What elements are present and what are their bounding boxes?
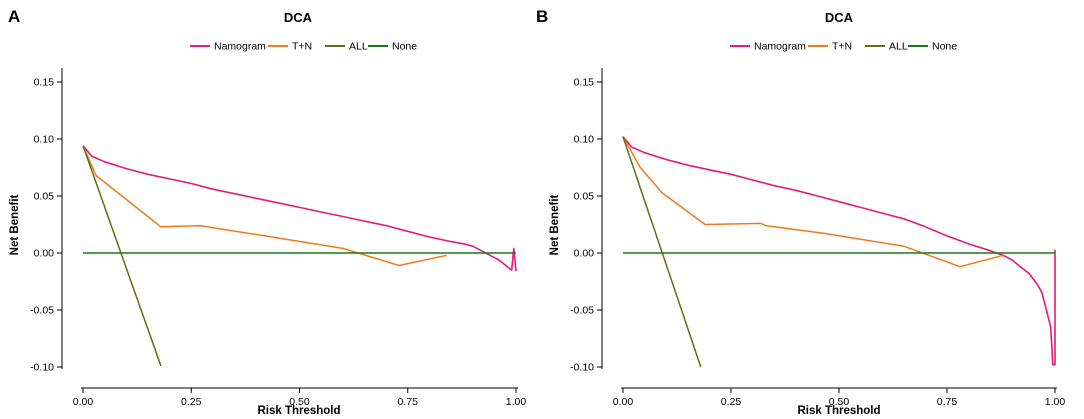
series-line-namogram bbox=[82, 145, 517, 272]
chart-title: DCA bbox=[825, 10, 854, 25]
y-tick-label: 0.05 bbox=[34, 191, 55, 203]
legend-label: T+N bbox=[832, 41, 852, 53]
legend-label: T+N bbox=[292, 41, 312, 53]
x-tick-label: 0.75 bbox=[937, 396, 958, 408]
legend-label: None bbox=[392, 41, 417, 53]
y-tick-label: 0.00 bbox=[34, 248, 55, 260]
plot-area bbox=[82, 145, 517, 367]
x-axis-label: Risk Threshold bbox=[257, 405, 340, 417]
y-tick-label: -0.05 bbox=[570, 305, 594, 317]
x-tick-label: 0.50 bbox=[829, 396, 850, 408]
y-tick-label: 0.05 bbox=[574, 191, 595, 203]
y-tick-label: -0.05 bbox=[30, 305, 54, 317]
legend-label: Namogram bbox=[754, 41, 806, 53]
x-tick-label: 0.50 bbox=[289, 396, 310, 408]
legend-label: Namogram bbox=[214, 41, 266, 53]
y-tick-label: 0.15 bbox=[34, 77, 55, 89]
series-line-all bbox=[82, 145, 162, 367]
plot-area bbox=[622, 136, 1056, 368]
series-line-t-n bbox=[622, 136, 1004, 268]
series-line-namogram bbox=[622, 136, 1056, 366]
panel-letter: A bbox=[8, 7, 20, 26]
y-tick-label: -0.10 bbox=[570, 362, 594, 374]
panel-b: B DCA Namogram T+N ALL None -0.10 -0.05 0.00 0… bbox=[536, 7, 1065, 417]
legend-label: ALL bbox=[349, 41, 368, 53]
x-tick-label: 0.00 bbox=[73, 396, 94, 408]
y-axis-label: Net Benefit bbox=[9, 194, 21, 255]
x-tick-label: 1.00 bbox=[1045, 396, 1066, 408]
x-tick-label: 0.25 bbox=[181, 396, 202, 408]
x-axis-label: Risk Threshold bbox=[797, 405, 880, 417]
y-tick-label: 0.15 bbox=[574, 77, 595, 89]
legend: Namogram T+N ALL None bbox=[190, 41, 417, 53]
legend-label: ALL bbox=[889, 41, 908, 53]
x-tick-label: 0.00 bbox=[613, 396, 634, 408]
x-tick-label: 0.25 bbox=[721, 396, 742, 408]
y-tick-label: -0.10 bbox=[30, 362, 54, 374]
series-line-all bbox=[622, 136, 702, 368]
legend-label: None bbox=[932, 41, 957, 53]
x-tick-label: 1.00 bbox=[506, 396, 527, 408]
y-tick-label: 0.10 bbox=[34, 134, 55, 146]
series-line-t-n bbox=[82, 145, 447, 267]
panel-a: A DCA Namogram T+N ALL None -0.10 -0.05 0.00 0… bbox=[8, 7, 526, 417]
chart-title: DCA bbox=[284, 10, 313, 25]
legend: Namogram T+N ALL None bbox=[730, 41, 957, 53]
axes: -0.10 -0.05 0.00 0.05 0.10 0.15 0.00 0.25 0.50 0.… bbox=[30, 68, 526, 408]
axes: -0.10 -0.05 0.00 0.05 0.10 0.15 0.00 0.25 0.50 0.… bbox=[570, 68, 1065, 408]
y-tick-label: 0.10 bbox=[574, 134, 595, 146]
panel-letter: B bbox=[536, 7, 548, 26]
x-tick-label: 0.75 bbox=[398, 396, 419, 408]
y-axis-label: Net Benefit bbox=[549, 194, 561, 255]
y-tick-label: 0.00 bbox=[574, 248, 595, 260]
